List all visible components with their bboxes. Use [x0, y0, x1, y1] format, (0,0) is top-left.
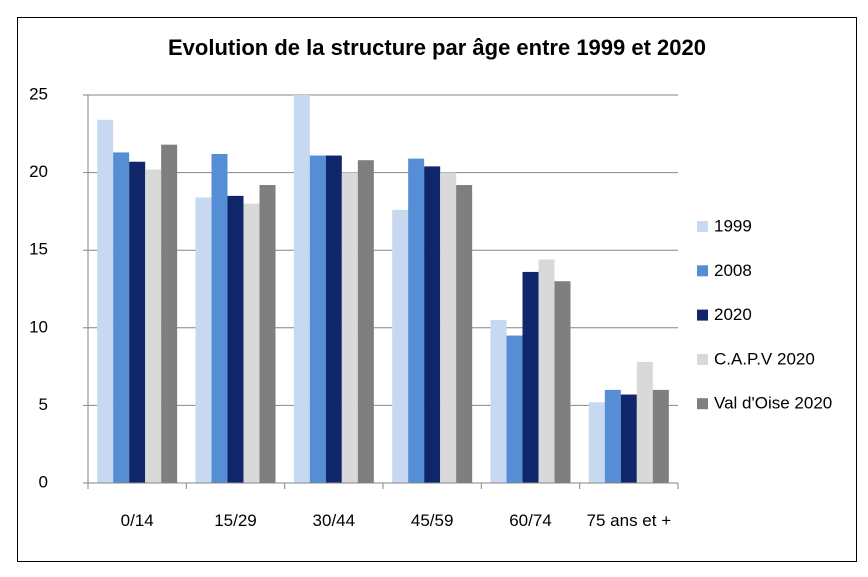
x-tick-label: 30/44 — [312, 511, 356, 530]
bar — [538, 259, 555, 483]
bar — [522, 271, 539, 483]
y-tick-label: 20 — [29, 162, 48, 181]
legend-label: 2008 — [714, 261, 752, 280]
bar — [392, 209, 409, 483]
bar — [652, 389, 669, 483]
bar — [145, 169, 162, 483]
chart-title: Evolution de la structure par âge entre … — [168, 35, 706, 60]
bar — [211, 153, 228, 483]
legend-swatch — [697, 265, 708, 277]
bar — [341, 172, 358, 483]
x-tick-label: 45/59 — [410, 511, 454, 530]
y-tick-label: 0 — [39, 472, 48, 491]
bar — [259, 185, 276, 484]
bar — [309, 155, 326, 483]
bar — [408, 158, 425, 483]
y-tick-label: 15 — [29, 240, 48, 259]
bar — [97, 119, 114, 483]
bar — [243, 203, 260, 483]
legend-label: 1999 — [714, 216, 752, 235]
y-tick-label: 5 — [39, 395, 48, 414]
legend-label: 2020 — [714, 305, 752, 324]
bar — [325, 155, 342, 483]
bar — [113, 152, 130, 483]
y-tick-label: 10 — [29, 317, 48, 336]
bar — [490, 320, 507, 483]
bar — [161, 144, 178, 483]
y-tick-label: 25 — [29, 84, 48, 103]
legend-label: Val d'Oise 2020 — [714, 394, 832, 413]
bar — [604, 389, 621, 483]
bar — [440, 172, 457, 483]
bar — [554, 281, 571, 483]
legend-swatch — [697, 221, 708, 232]
legend-swatch — [697, 309, 708, 321]
bar — [636, 361, 653, 483]
x-tick-label: 0/14 — [120, 511, 154, 530]
legend-label: C.A.P.V 2020 — [714, 349, 815, 368]
bar — [293, 95, 310, 483]
legend-swatch — [697, 353, 708, 365]
bar — [424, 166, 441, 483]
bar — [195, 197, 212, 483]
bar — [456, 185, 473, 484]
x-tick-label: 15/29 — [214, 511, 257, 530]
bar — [620, 394, 637, 483]
bar — [588, 402, 605, 483]
bar — [506, 335, 523, 483]
bar — [227, 195, 244, 483]
legend-swatch — [697, 398, 708, 410]
x-tick-label: 75 ans et + — [586, 511, 672, 530]
bar — [129, 161, 146, 483]
x-tick-label: 60/74 — [509, 511, 552, 530]
bar — [357, 160, 374, 483]
